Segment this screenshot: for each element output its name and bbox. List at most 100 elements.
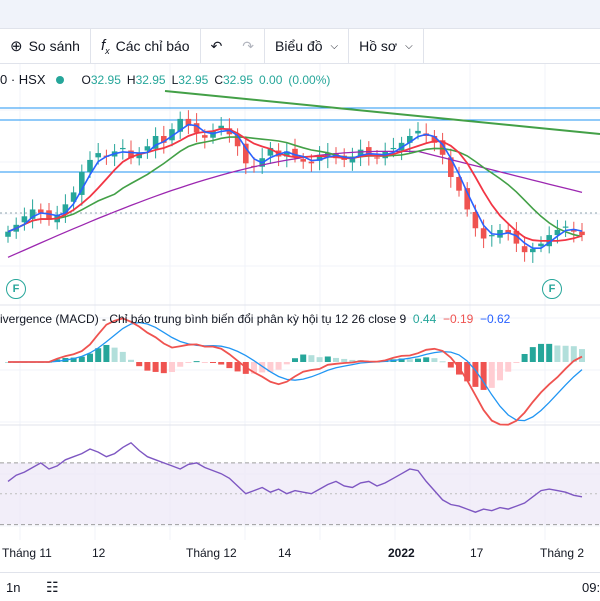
macd-histogram-bar (111, 347, 118, 362)
high-key: H (126, 72, 136, 87)
macd-histogram-bar (341, 358, 348, 362)
candle-body (562, 226, 569, 228)
compare-label: So sánh (28, 38, 80, 54)
candle-body (62, 204, 69, 215)
profile-dropdown[interactable]: Hồ sơ ⌵ (349, 29, 423, 63)
macd-histogram-bar (234, 362, 241, 372)
candle-body (349, 156, 356, 163)
indicators-label: Các chỉ báo (115, 38, 190, 54)
macd-histogram-bar (201, 362, 208, 363)
toolbar-divider (264, 29, 266, 63)
profile-label: Hồ sơ (359, 38, 398, 54)
candle-body (407, 136, 413, 143)
macd-histogram-bar (324, 356, 331, 362)
candle-body (46, 210, 52, 220)
undo-icon: ↶ (210, 37, 223, 54)
redo-icon: ↷ (242, 37, 255, 54)
macd-histogram-bar (128, 359, 134, 362)
chart-canvas[interactable]: Tháng 11 12 Tháng 12 14 2022 17 Tháng 2 (0, 0, 600, 572)
undo-button[interactable]: ↶ (201, 29, 233, 63)
candle-body (267, 147, 274, 156)
macd-histogram-bar (267, 362, 274, 372)
close-key: C (214, 72, 223, 87)
compare-button[interactable]: ⊕ So sánh (0, 29, 90, 63)
candle-body (128, 150, 134, 159)
chevron-down-icon: ⌵ (330, 40, 339, 52)
macd-histogram-bar (169, 362, 175, 373)
macd-histogram-bar (185, 362, 192, 363)
macd-histogram-bar (513, 362, 520, 363)
toolbar-divider (348, 29, 350, 63)
indicators-button[interactable]: fx Các chỉ báo (91, 29, 200, 63)
macd-histogram-bar (447, 362, 454, 368)
candle-body (521, 246, 528, 253)
macd-histogram-bar (431, 358, 438, 362)
candle-body (579, 231, 585, 236)
redo-button[interactable]: ↷ (232, 29, 264, 63)
macd-histogram-bar (423, 357, 430, 362)
macd-histogram-bar (415, 358, 421, 362)
candle-body (95, 153, 101, 158)
candle-body (38, 209, 44, 213)
candle-body (538, 243, 544, 247)
candle-body (513, 230, 520, 244)
open-key: O (81, 72, 91, 87)
candle-body (202, 135, 208, 138)
event-badge-f[interactable]: F (542, 279, 562, 299)
x-axis-tick-label: Tháng 12 (186, 546, 237, 560)
candle-body (169, 129, 175, 141)
macd-histogram-bar (472, 362, 479, 387)
x-axis-tick-label: 12 (92, 546, 106, 560)
macd-histogram-bar (95, 348, 102, 362)
candle-body (120, 147, 126, 150)
candle-body (284, 151, 290, 157)
macd-histogram-bar (570, 346, 577, 362)
chart-type-label: Biểu đồ (275, 38, 323, 54)
x-axis-tick-label: 14 (278, 546, 292, 560)
candle-body (431, 136, 438, 143)
x-axis-tick-label: 2022 (388, 546, 415, 560)
chart-type-dropdown[interactable]: Biểu đồ ⌵ (265, 29, 348, 63)
candle-body (464, 188, 470, 210)
close-value: 32.95 (222, 72, 254, 87)
candle-body (439, 140, 446, 155)
chevron-down-icon: ⌵ (405, 40, 413, 52)
symbol-label: 0 · HSX (0, 72, 46, 87)
candle-body (489, 235, 495, 237)
macd-histogram-bar (251, 362, 257, 374)
candle-body (21, 216, 28, 223)
macd-name: ivergence (MACD) - Chỉ báo trung bình bi… (0, 312, 407, 326)
calendar-range-icon[interactable]: ☷ (46, 578, 59, 595)
macd-histogram-bar (78, 356, 85, 362)
change-percent: (0.00%) (288, 72, 331, 87)
macd-histogram-bar (210, 362, 216, 363)
macd-histogram-bar (259, 362, 266, 373)
x-axis-tick-label: 17 (470, 546, 484, 560)
macd-histogram-bar (152, 362, 159, 372)
candle-body (292, 148, 298, 157)
macd-histogram-bar (226, 362, 233, 369)
candle-body (316, 154, 323, 161)
macd-histogram-bar (308, 355, 315, 362)
macd-histogram-bar (292, 358, 298, 362)
macd-histogram-bar (480, 362, 487, 390)
candle-body (5, 231, 11, 237)
rsi-line (7, 441, 583, 513)
macd-histogram-bar (529, 347, 536, 362)
change-value: 0.00 (259, 72, 283, 87)
toolbar-divider (89, 29, 91, 63)
macd-histogram-bar (562, 345, 569, 362)
macd-value-3: −0.62 (479, 312, 511, 326)
ma-slow-line (7, 136, 583, 238)
interval-button[interactable]: 1n (6, 579, 21, 595)
macd-value-1: 0.44 (412, 312, 437, 326)
macd-line (8, 317, 583, 426)
plus-circle-icon: ⊕ (10, 38, 23, 55)
x-axis-tick-label: Tháng 11 (2, 546, 52, 560)
clock-time: 09: (582, 579, 600, 595)
candle-body (136, 153, 142, 159)
macd-legend: ivergence (MACD) - Chỉ báo trung bình bi… (0, 312, 510, 326)
toolbar-divider (422, 29, 424, 63)
candle-body (456, 177, 462, 191)
event-badge-f[interactable]: F (6, 279, 26, 299)
